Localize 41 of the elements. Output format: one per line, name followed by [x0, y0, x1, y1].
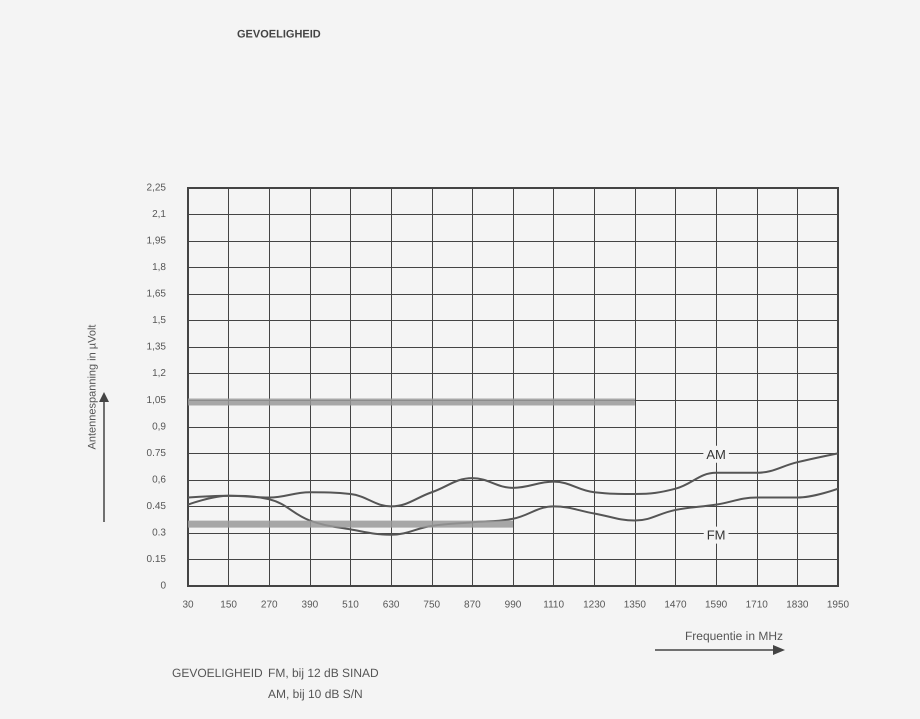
text: FM, bij 12 dB SINAD — [268, 666, 380, 680]
x-tick-label: 1230 — [583, 600, 606, 610]
y-tick-label: 0,9 — [152, 421, 166, 432]
x-tick-label: 1350 — [624, 600, 646, 610]
chart-title: GEVOELIGHEID — [237, 28, 321, 40]
y-tick-label: 1,8 — [152, 262, 166, 274]
y-tick-label: 0.75 — [146, 448, 166, 459]
x-tick-label: 1950 — [826, 600, 850, 610]
y-tick-label: 1,65 — [146, 288, 166, 300]
x-tick-label: 30 — [182, 600, 194, 610]
y-tick-label: 2,1 — [152, 209, 166, 220]
y-tick-label: 1,35 — [146, 342, 166, 353]
y-tick-label: 1,2 — [152, 368, 166, 380]
x-tick-label: 1110 — [543, 600, 564, 610]
x-tick-label: 150 — [220, 600, 238, 610]
x-tick-label: 1830 — [786, 600, 809, 610]
y-tick-label: 0 — [160, 580, 166, 592]
x-tick-label: 870 — [464, 600, 482, 610]
series-label: AM — [706, 446, 726, 462]
y-axis-title: Antennespanning in µVolt — [86, 324, 98, 450]
y-tick-label: 0.15 — [146, 554, 166, 565]
x-tick-label: 630 — [382, 600, 400, 610]
x-tick-label: 270 — [260, 600, 278, 610]
series-label: FM — [706, 528, 726, 543]
x-tick-label: 1590 — [705, 600, 728, 610]
x-tick-label: 510 — [342, 600, 360, 610]
x-tick-label: 990 — [504, 600, 522, 610]
x-axis-title: Frequentie in MHz — [684, 629, 783, 643]
x-tick-label: 1470 — [664, 600, 688, 610]
x-tick-label: 390 — [302, 600, 319, 610]
y-tick-label: 0.3 — [152, 527, 166, 538]
y-tick-label: 0,6 — [152, 474, 166, 486]
y-tick-label: 1,05 — [146, 394, 166, 406]
text: GEVOELIGHEID — [172, 666, 264, 680]
x-tick-label: 750 — [423, 600, 441, 610]
y-tick-label: 0.45 — [146, 500, 166, 512]
y-tick-label: 2,25 — [146, 182, 166, 194]
y-tick-label: 1,95 — [146, 236, 166, 247]
x-tick-label: 1710 — [746, 600, 768, 610]
y-tick-label: 1,5 — [152, 315, 166, 326]
text: AM, bij 10 dB S/N — [268, 687, 363, 701]
